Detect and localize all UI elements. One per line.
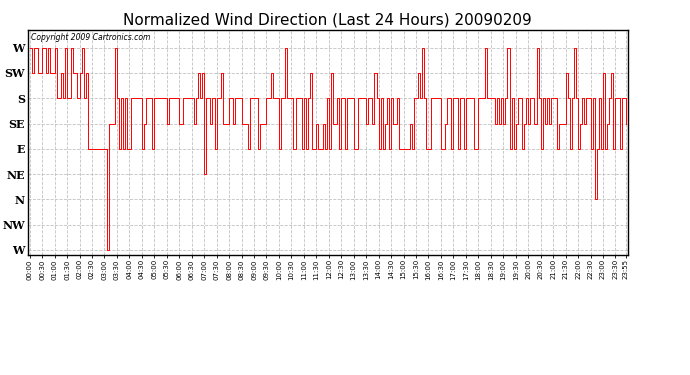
Title: Normalized Wind Direction (Last 24 Hours) 20090209: Normalized Wind Direction (Last 24 Hours… (124, 12, 532, 27)
Text: Copyright 2009 Cartronics.com: Copyright 2009 Cartronics.com (30, 33, 150, 42)
